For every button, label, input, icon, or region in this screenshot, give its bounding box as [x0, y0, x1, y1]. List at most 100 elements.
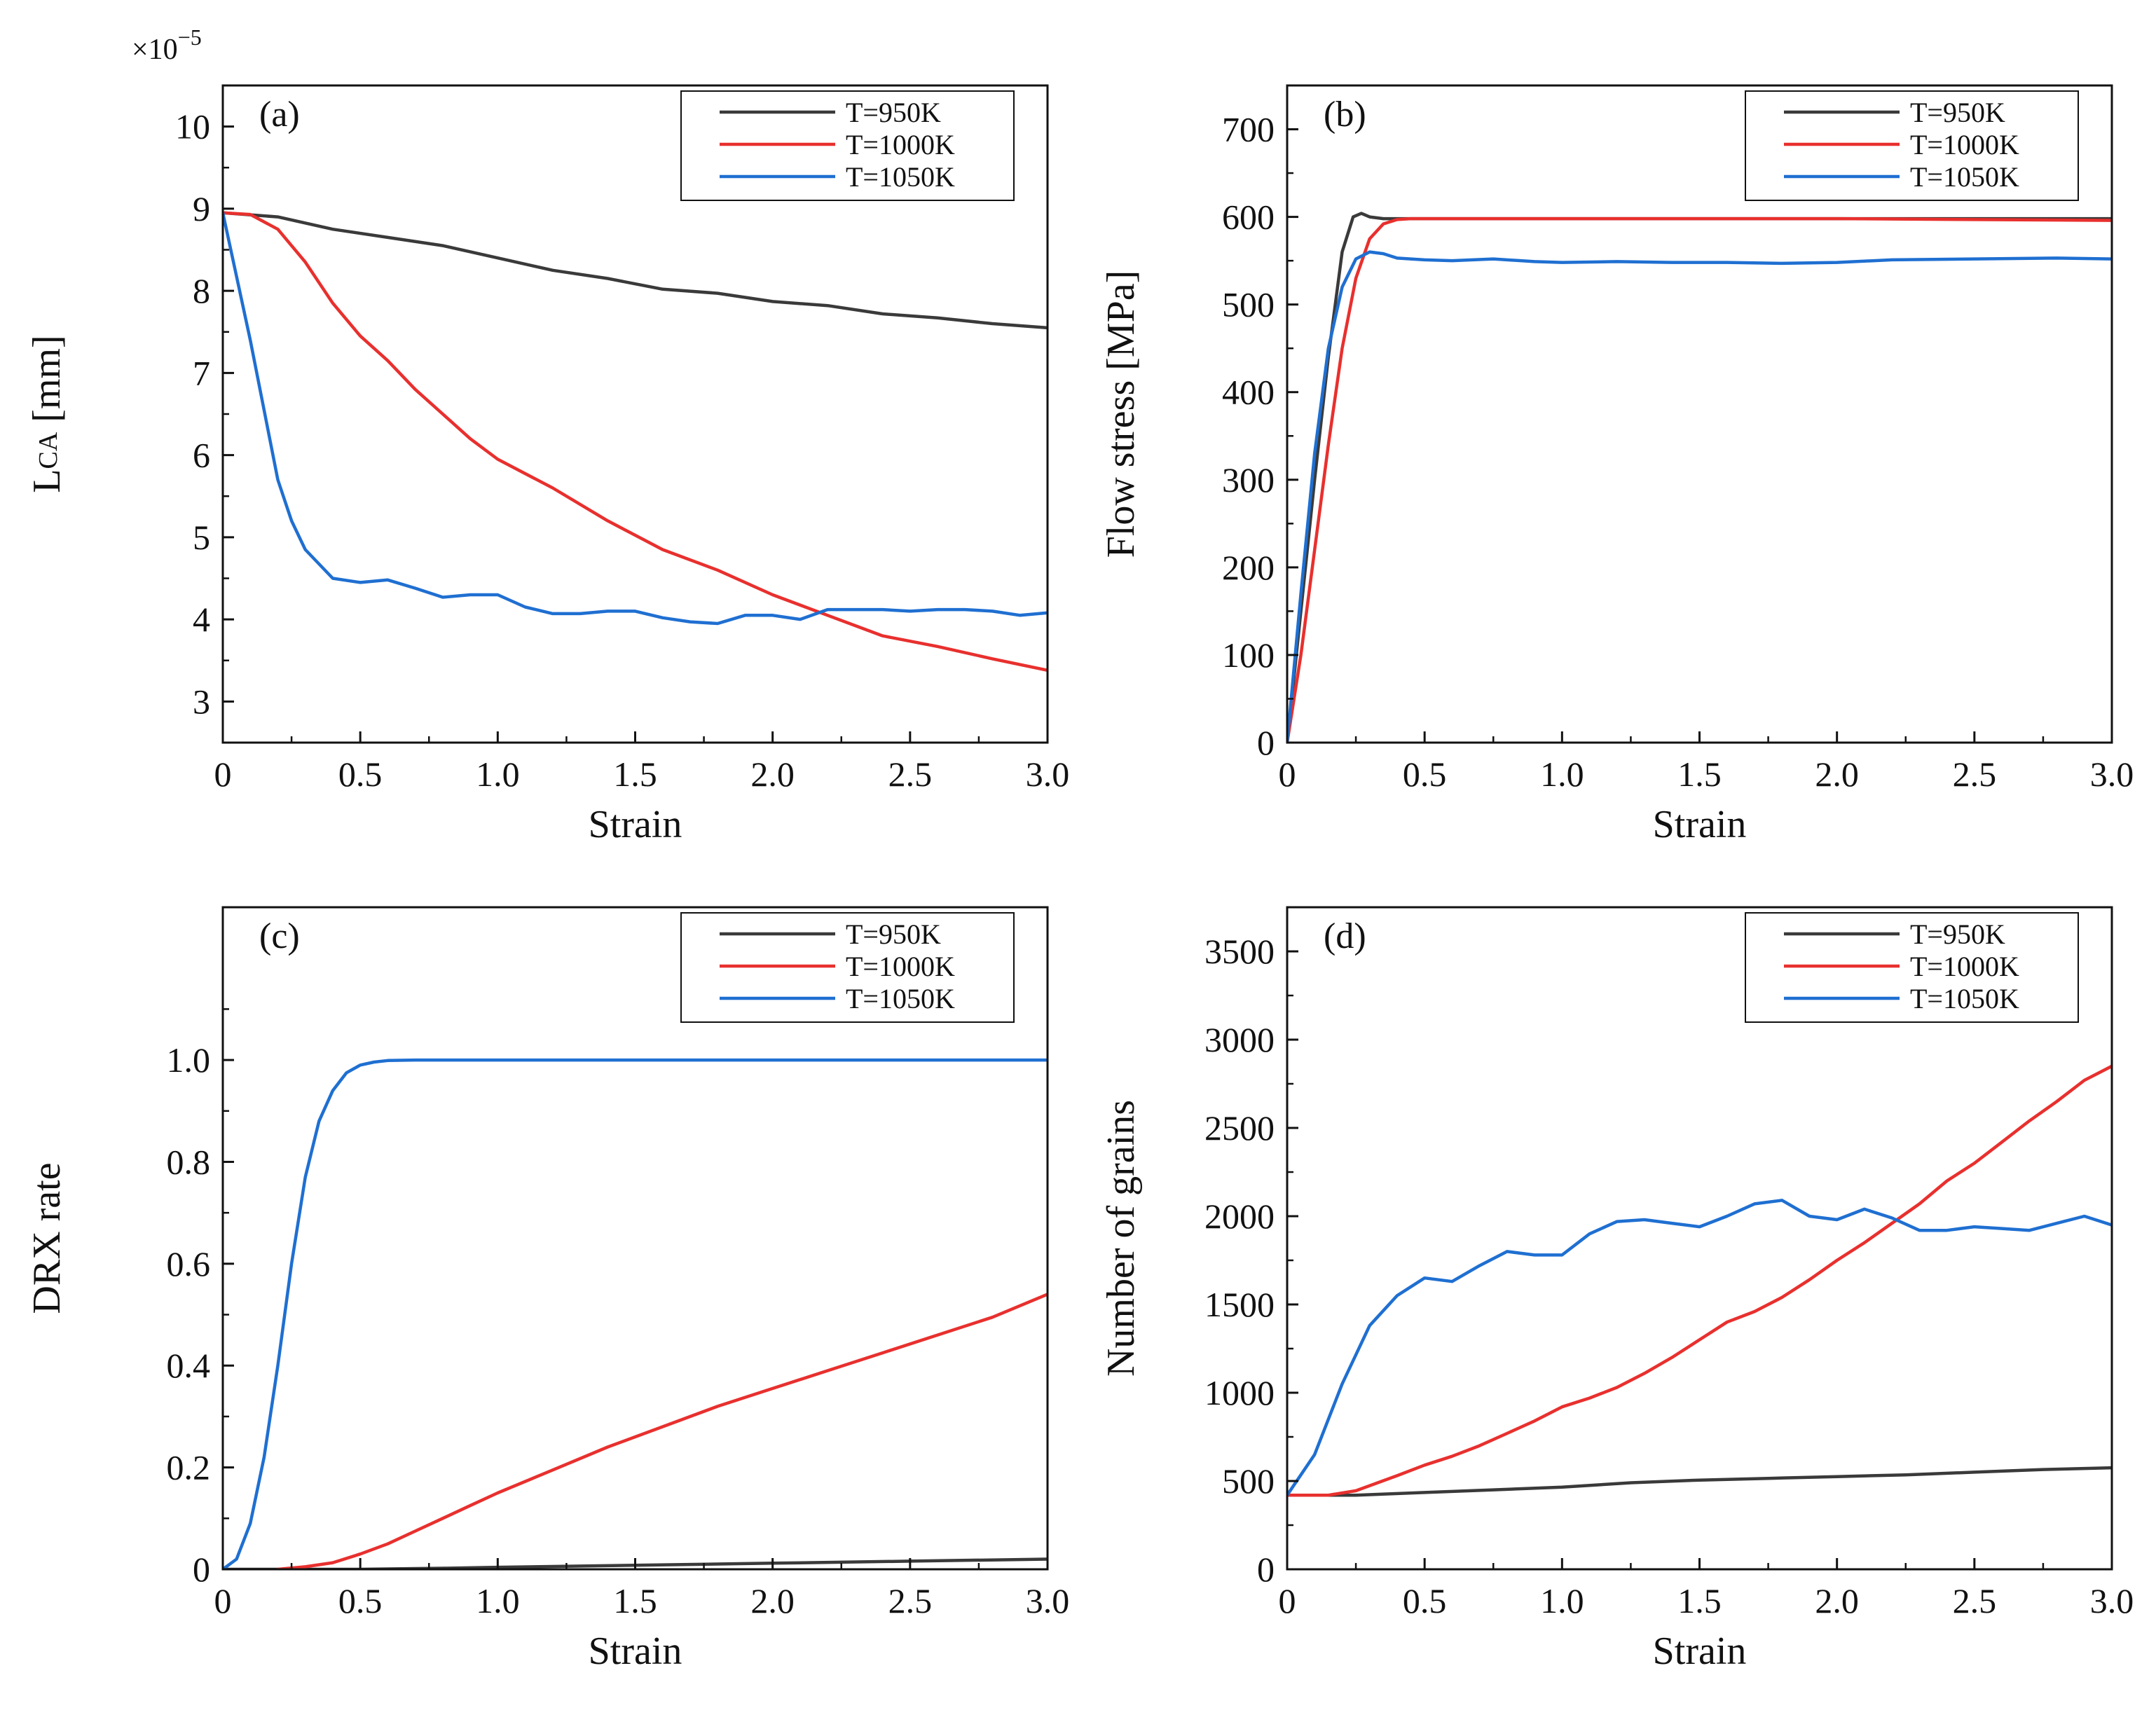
legend-entry-label: T=1000K: [1910, 129, 2019, 160]
x-tick-label: 1.0: [476, 755, 520, 794]
series-line-t1000k: [223, 211, 1048, 673]
y-tick-label: 0: [1257, 1550, 1275, 1589]
x-tick-label: 0.5: [338, 1581, 383, 1620]
x-tick-label: 0: [214, 755, 232, 794]
legend-entry-label: T=1050K: [1910, 161, 2019, 193]
series-line-t1050k: [223, 211, 1048, 626]
y-tick-label: 3: [193, 682, 210, 721]
x-tick-label: 2.5: [1953, 1581, 1997, 1620]
legend-entry-label: T=950K: [846, 918, 941, 950]
y-tick-label: 300: [1222, 460, 1275, 500]
y-tick-label: 400: [1222, 373, 1275, 412]
x-tick-label: 1.5: [1677, 1581, 1722, 1620]
y-tick-label: 2000: [1204, 1197, 1275, 1236]
x-tick-label: 3.0: [2090, 755, 2134, 794]
legend-entry-label: T=950K: [1910, 918, 2005, 950]
legend-entry-label: T=950K: [1910, 97, 2005, 128]
y-tick-label: 200: [1222, 548, 1275, 587]
series-group: [223, 211, 1048, 673]
y-tick-label: 8: [193, 271, 210, 310]
panel-b: 0 0.5 1.0 1.5 2.0 2.5 3.0 0 100 200 300 400 500 600 70…: [1099, 84, 2134, 846]
series-line-t1000k: [1287, 1064, 2112, 1497]
legend-entry-label: T=1050K: [846, 161, 955, 193]
x-tick-label: 2.0: [1815, 1581, 1859, 1620]
x-tick-label: 1.0: [476, 1581, 520, 1620]
y-tick-label: 6: [193, 436, 210, 475]
legend-entry-label: T=1000K: [1910, 951, 2019, 982]
x-tick-label: 2.5: [888, 755, 933, 794]
x-axis-title: Strain: [589, 1630, 682, 1673]
y-tick-label: 9: [193, 189, 210, 228]
series-line-t1050k: [223, 1058, 1048, 1569]
series-group: [1287, 1064, 2112, 1497]
x-tick-label: 0: [1279, 1581, 1296, 1620]
panel-label: (a): [259, 95, 300, 135]
legend-entry-label: T=1000K: [846, 129, 955, 160]
panel-a: 0 0.5 1.0 1.5 2.0 2.5 3.0 3 4 5 6 7 8 9 10 Strain LCA [m…: [25, 25, 1069, 846]
x-tick-label: 0: [1279, 755, 1296, 794]
series-line-t950k: [1287, 1466, 2112, 1497]
y-tick-label: 2500: [1204, 1108, 1275, 1148]
y-tick-label: 10: [175, 107, 210, 146]
y-tick-label: 3000: [1204, 1020, 1275, 1059]
y-tick-label: 0: [1257, 723, 1275, 762]
series-line-t950k: [1287, 212, 2112, 743]
y-tick-label: 0.2: [167, 1448, 211, 1487]
series-line-t950k: [223, 211, 1048, 330]
legend-entry-label: T=1050K: [846, 983, 955, 1014]
y-tick-label: 100: [1222, 635, 1275, 675]
x-tick-label: 3.0: [2090, 1581, 2134, 1620]
panel-c: 0 0.5 1.0 1.5 2.0 2.5 3.0 0 0.2 0.4 0.6 0.8 1.0 Strai…: [25, 906, 1070, 1673]
x-tick-label: 3.0: [1026, 1581, 1070, 1620]
x-tick-label: 1.5: [1677, 755, 1722, 794]
legend-entry-label: T=950K: [846, 97, 941, 128]
y-axis-title: LCA [mm]: [25, 335, 69, 493]
panel-label: (d): [1324, 916, 1366, 956]
y-axis-title: Number of grains: [1099, 1100, 1143, 1377]
x-tick-label: 0: [214, 1581, 232, 1620]
x-tick-label: 3.0: [1026, 755, 1070, 794]
y-tick-label: 500: [1222, 1461, 1275, 1501]
x-tick-label: 0.5: [1403, 755, 1447, 794]
series-group: [1287, 212, 2112, 743]
x-tick-label: 2.5: [888, 1581, 933, 1620]
x-axis-title: Strain: [589, 803, 682, 846]
x-tick-label: 2.0: [750, 755, 795, 794]
x-tick-label: 2.0: [1815, 755, 1859, 794]
x-tick-label: 1.5: [613, 755, 657, 794]
y-tick-label: 0.6: [167, 1244, 211, 1283]
y-tick-label: 7: [193, 353, 210, 392]
y-tick-label: 700: [1222, 110, 1275, 149]
y-tick-label: 0.4: [167, 1346, 211, 1385]
x-axis-title: Strain: [1653, 1630, 1747, 1673]
x-axis-title: Strain: [1653, 803, 1747, 846]
series-line-t1050k: [1287, 250, 2112, 743]
panel-label: (b): [1324, 95, 1366, 135]
y-tick-label: 0.8: [167, 1142, 211, 1181]
y-axis-title: DRX rate: [25, 1162, 69, 1314]
series-line-t1000k: [1287, 216, 2112, 743]
x-tick-label: 1.5: [613, 1581, 657, 1620]
y-exponent-label: ×10−5: [132, 25, 202, 66]
panel-label: (c): [259, 916, 300, 956]
legend-entry-label: T=1050K: [1910, 983, 2019, 1014]
y-tick-label: 500: [1222, 285, 1275, 324]
y-tick-label: 4: [193, 600, 210, 639]
x-tick-label: 1.0: [1540, 755, 1584, 794]
y-axis-title: Flow stress [MPa]: [1099, 270, 1143, 558]
panel-d: 0 0.5 1.0 1.5 2.0 2.5 3.0 0 500 1000 1500 2000 2500 3…: [1099, 906, 2134, 1673]
x-tick-label: 1.0: [1540, 1581, 1584, 1620]
series-line-t1050k: [1287, 1199, 2112, 1497]
y-tick-label: 3500: [1204, 932, 1275, 971]
legend-entry-label: T=1000K: [846, 951, 955, 982]
y-tick-label: 1000: [1204, 1373, 1275, 1412]
y-tick-label: 0: [193, 1550, 210, 1589]
y-tick-label: 5: [193, 518, 210, 557]
y-tick-label: 1500: [1204, 1285, 1275, 1324]
x-tick-label: 0.5: [338, 755, 383, 794]
